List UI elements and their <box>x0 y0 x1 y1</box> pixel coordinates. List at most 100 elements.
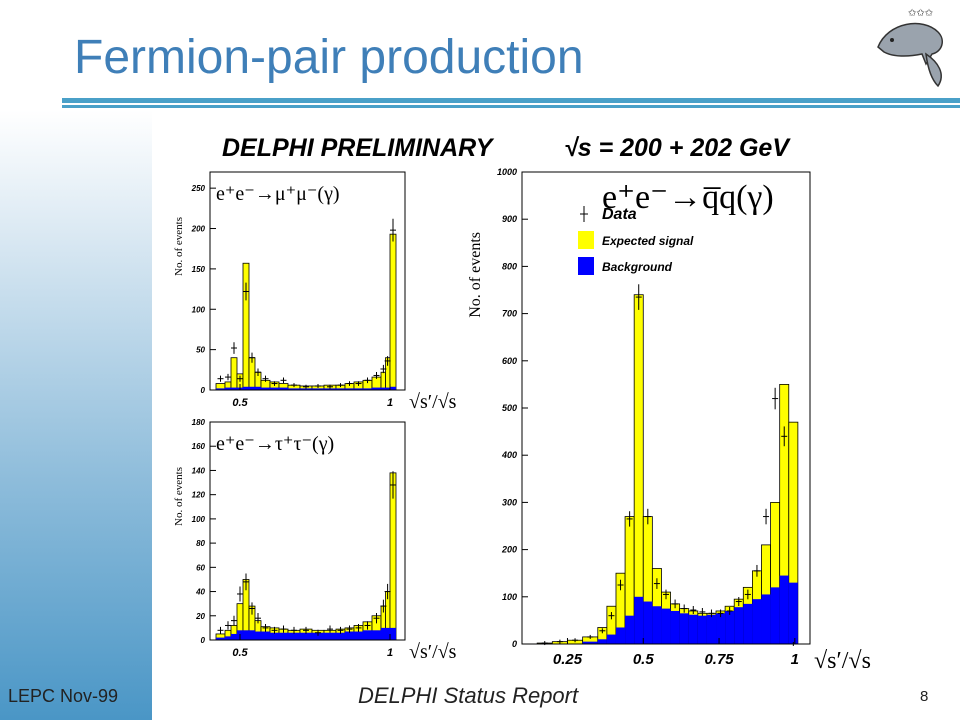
y-tick-label: 900 <box>502 214 517 224</box>
background-bar <box>670 610 680 644</box>
y-tick-label: 600 <box>502 356 517 366</box>
plot-frame <box>209 421 406 641</box>
background-bar <box>788 582 798 644</box>
process-label: e⁺e⁻→q̅q(γ) <box>602 179 774 216</box>
background-bar <box>688 614 698 644</box>
x-tick-label: 0.5 <box>633 651 655 668</box>
physics-plots: DELPHI PRELIMINARY √s = 200 + 202 GeV 0 5… <box>173 134 871 674</box>
background-bar <box>597 639 607 644</box>
legend-swatch <box>578 231 594 249</box>
background-bar <box>225 636 231 640</box>
slide-title: Fermion-pair production <box>74 31 584 84</box>
background-bar <box>716 613 726 644</box>
background-bar <box>743 603 753 644</box>
y-tick-label: 100 <box>502 592 517 602</box>
background-bar <box>385 387 390 390</box>
legend-label: Data <box>602 206 637 223</box>
y-tick-label: 1000 <box>497 167 517 177</box>
y-tick-label: 120 <box>192 491 206 500</box>
background-bar <box>725 610 735 644</box>
y-tick-label: 100 <box>192 515 206 524</box>
y-tick-label: 100 <box>192 305 206 314</box>
x-tick-label: 0.25 <box>553 651 583 668</box>
background-bar <box>734 607 744 644</box>
background-bar <box>324 388 336 390</box>
background-bar <box>336 388 345 390</box>
background-bar <box>390 627 396 640</box>
background-bar <box>288 632 300 640</box>
signal-bar <box>633 294 644 645</box>
title-rule-top <box>62 98 960 103</box>
background-bar <box>634 596 644 644</box>
y-axis-label: No. of events <box>467 232 484 318</box>
background-bar <box>225 387 231 390</box>
background-bar <box>606 634 616 644</box>
plot-frame <box>209 171 406 391</box>
background-bar <box>381 387 386 390</box>
background-bar <box>270 632 279 640</box>
y-tick-label: 0 <box>201 636 206 645</box>
background-bar <box>643 601 653 644</box>
background-bar <box>261 387 270 390</box>
background-bar <box>216 388 225 390</box>
y-tick-label: 300 <box>502 497 517 507</box>
svg-text:✩✩✩: ✩✩✩ <box>908 8 934 19</box>
background-bar <box>279 387 288 390</box>
background-bar <box>270 387 279 390</box>
background-bar <box>661 608 671 644</box>
y-tick-label: 80 <box>196 539 205 548</box>
x-tick-label: 1 <box>387 397 393 409</box>
signal-bar <box>230 357 238 391</box>
background-bar <box>770 587 780 644</box>
background-bar <box>288 388 300 390</box>
background-bar <box>385 627 390 640</box>
background-bar <box>697 615 707 644</box>
background-bar <box>372 630 381 640</box>
y-tick-label: 500 <box>502 403 517 413</box>
sidebar-gradient <box>0 110 152 720</box>
y-tick-label: 160 <box>192 442 206 451</box>
legend-swatch <box>578 257 594 275</box>
title-rule-bottom <box>62 105 960 108</box>
background-bar <box>390 386 396 390</box>
dolphin-logo-icon: ✩✩✩ <box>877 8 943 88</box>
background-bar <box>354 631 363 640</box>
y-tick-label: 200 <box>191 225 206 234</box>
x-tick-label: 0.5 <box>232 647 248 659</box>
background-bar <box>255 631 261 640</box>
x-axis-label: √s′/√s <box>409 391 457 413</box>
background-bar <box>249 386 255 390</box>
background-bar <box>231 387 237 390</box>
page-number: 8 <box>920 688 929 705</box>
x-tick-label: 0.5 <box>232 397 248 409</box>
panel-mumu: 0 50 100 150 200 250 0.5 1 No. of events √s′/√s e⁺… <box>173 171 457 413</box>
y-tick-label: 250 <box>191 184 206 193</box>
background-bar <box>255 386 261 390</box>
background-bar <box>652 606 662 644</box>
background-bar <box>679 613 689 644</box>
y-tick-label: 0 <box>512 639 517 649</box>
background-bar <box>312 388 324 390</box>
signal-bar <box>380 371 386 391</box>
y-axis-label: No. of events <box>173 467 185 526</box>
x-axis-label: √s′/√s <box>814 648 871 674</box>
footer-left: LEPC Nov-99 <box>8 686 119 706</box>
x-tick-label: 1 <box>791 651 799 668</box>
panel-qq: 0 100 200 300 400 500 600 700 800 900 1000 0.25 0.5 0… <box>467 167 871 674</box>
y-tick-label: 800 <box>502 261 517 271</box>
y-tick-label: 0 <box>201 386 206 395</box>
background-bar <box>615 627 626 644</box>
background-bar <box>231 633 237 640</box>
background-bar <box>706 614 717 644</box>
footer-title: DELPHI Status Report <box>358 683 579 708</box>
background-bar <box>752 599 762 644</box>
background-bar <box>324 632 336 640</box>
background-bar <box>345 388 354 390</box>
y-tick-label: 150 <box>192 265 206 274</box>
x-tick-label: 0.75 <box>704 651 734 668</box>
legend-label: Expected signal <box>602 234 694 248</box>
background-bar <box>363 630 372 640</box>
background-bar <box>243 630 249 640</box>
header-right: √s = 200 + 202 GeV <box>564 134 791 162</box>
y-tick-label: 180 <box>192 418 206 427</box>
